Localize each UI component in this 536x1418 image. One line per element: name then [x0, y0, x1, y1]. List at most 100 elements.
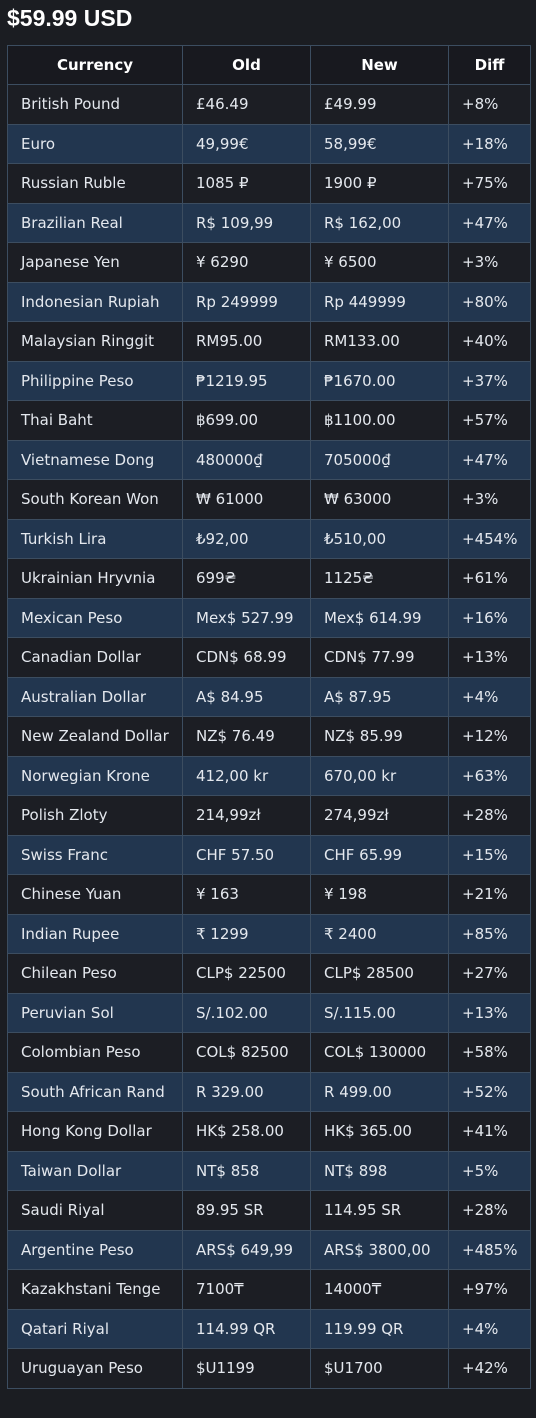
cell-old-price: ₹ 1299 — [182, 913, 311, 954]
table-row: Peruvian Sol S/.102.00 S/.115.00 +13% — [7, 992, 531, 1033]
column-header-currency: Currency — [7, 45, 183, 85]
table-row: South Korean Won ₩ 61000 ₩ 63000 +3% — [7, 479, 531, 520]
table-row: Turkish Lira ₺92,00 ₺510,00 +454% — [7, 518, 531, 559]
table-row: Ukrainian Hryvnia 699₴ 1125₴ +61% — [7, 558, 531, 599]
cell-diff: +37% — [448, 360, 531, 401]
cell-currency: Hong Kong Dollar — [7, 1111, 183, 1152]
cell-new-price: 14000₸ — [310, 1269, 449, 1310]
cell-new-price: ARS$ 3800,00 — [310, 1229, 449, 1270]
cell-old-price: Mex$ 527.99 — [182, 597, 311, 638]
cell-diff: +52% — [448, 1071, 531, 1112]
table-row: Brazilian Real R$ 109,99 R$ 162,00 +47% — [7, 202, 531, 243]
table-row: Chilean Peso CLP$ 22500 CLP$ 28500 +27% — [7, 953, 531, 994]
cell-new-price: ¥ 198 — [310, 874, 449, 915]
cell-old-price: 480000₫ — [182, 439, 311, 480]
cell-currency: Malaysian Ringgit — [7, 321, 183, 362]
cell-new-price: A$ 87.95 — [310, 676, 449, 717]
table-row: Swiss Franc CHF 57.50 CHF 65.99 +15% — [7, 834, 531, 875]
cell-currency: South Korean Won — [7, 479, 183, 520]
cell-new-price: 1125₴ — [310, 558, 449, 599]
cell-diff: +18% — [448, 123, 531, 164]
cell-old-price: 699₴ — [182, 558, 311, 599]
cell-new-price: R 499.00 — [310, 1071, 449, 1112]
table-row: Philippine Peso ₱1219.95 ₱1670.00 +37% — [7, 360, 531, 401]
cell-diff: +3% — [448, 479, 531, 520]
cell-currency: Saudi Riyal — [7, 1190, 183, 1231]
cell-currency: Turkish Lira — [7, 518, 183, 559]
cell-new-price: NT$ 898 — [310, 1150, 449, 1191]
table-row: New Zealand Dollar NZ$ 76.49 NZ$ 85.99 +12% — [7, 716, 531, 757]
cell-currency: Chilean Peso — [7, 953, 183, 994]
cell-old-price: ¥ 6290 — [182, 242, 311, 283]
cell-old-price: ฿699.00 — [182, 400, 311, 441]
cell-old-price: CHF 57.50 — [182, 834, 311, 875]
cell-currency: Australian Dollar — [7, 676, 183, 717]
cell-currency: Russian Ruble — [7, 163, 183, 204]
table-row: Chinese Yuan ¥ 163 ¥ 198 +21% — [7, 874, 531, 915]
cell-old-price: HK$ 258.00 — [182, 1111, 311, 1152]
table-row: Argentine Peso ARS$ 649,99 ARS$ 3800,00 +48… — [7, 1229, 531, 1270]
table-row: Kazakhstani Tenge 7100₸ 14000₸ +97% — [7, 1269, 531, 1310]
cell-old-price: S/.102.00 — [182, 992, 311, 1033]
cell-diff: +85% — [448, 913, 531, 954]
cell-new-price: HK$ 365.00 — [310, 1111, 449, 1152]
cell-diff: +28% — [448, 795, 531, 836]
cell-currency: Indian Rupee — [7, 913, 183, 954]
cell-old-price: 7100₸ — [182, 1269, 311, 1310]
column-header-diff: Diff — [448, 45, 531, 85]
cell-old-price: 1085 ₽ — [182, 163, 311, 204]
column-header-old: Old — [182, 45, 311, 85]
cell-new-price: NZ$ 85.99 — [310, 716, 449, 757]
table-row: Norwegian Krone 412,00 kr 670,00 kr +63% — [7, 755, 531, 796]
cell-diff: +13% — [448, 637, 531, 678]
cell-new-price: COL$ 130000 — [310, 1032, 449, 1073]
cell-currency: New Zealand Dollar — [7, 716, 183, 757]
cell-old-price: CDN$ 68.99 — [182, 637, 311, 678]
header-row: Currency Old New Diff — [7, 45, 531, 85]
cell-diff: +3% — [448, 242, 531, 283]
price-heading: $59.99 USD — [7, 5, 133, 31]
cell-currency: Thai Baht — [7, 400, 183, 441]
cell-new-price: ฿1100.00 — [310, 400, 449, 441]
cell-currency: South African Rand — [7, 1071, 183, 1112]
cell-currency: British Pound — [7, 84, 183, 125]
cell-diff: +28% — [448, 1190, 531, 1231]
cell-currency: Philippine Peso — [7, 360, 183, 401]
cell-currency: Qatari Riyal — [7, 1308, 183, 1349]
cell-old-price: 49,99€ — [182, 123, 311, 164]
cell-diff: +40% — [448, 321, 531, 362]
cell-diff: +454% — [448, 518, 531, 559]
cell-currency: Norwegian Krone — [7, 755, 183, 796]
cell-diff: +57% — [448, 400, 531, 441]
cell-new-price: £49.99 — [310, 84, 449, 125]
cell-diff: +27% — [448, 953, 531, 994]
table-row: Hong Kong Dollar HK$ 258.00 HK$ 365.00 +41% — [7, 1111, 531, 1152]
cell-new-price: CHF 65.99 — [310, 834, 449, 875]
cell-diff: +75% — [448, 163, 531, 204]
cell-old-price: ₺92,00 — [182, 518, 311, 559]
table-row: Colombian Peso COL$ 82500 COL$ 130000 +58% — [7, 1032, 531, 1073]
cell-diff: +12% — [448, 716, 531, 757]
cell-currency: Canadian Dollar — [7, 637, 183, 678]
cell-currency: Brazilian Real — [7, 202, 183, 243]
cell-old-price: 214,99zł — [182, 795, 311, 836]
table-row: British Pound £46.49 £49.99 +8% — [7, 84, 531, 125]
cell-currency: Swiss Franc — [7, 834, 183, 875]
cell-new-price: Rp 449999 — [310, 281, 449, 322]
cell-currency: Peruvian Sol — [7, 992, 183, 1033]
cell-diff: +58% — [448, 1032, 531, 1073]
cell-diff: +485% — [448, 1229, 531, 1270]
cell-new-price: ₱1670.00 — [310, 360, 449, 401]
cell-old-price: NZ$ 76.49 — [182, 716, 311, 757]
cell-new-price: ₹ 2400 — [310, 913, 449, 954]
cell-old-price: ₩ 61000 — [182, 479, 311, 520]
cell-currency: Uruguayan Peso — [7, 1348, 183, 1389]
table-row: Russian Ruble 1085 ₽1900 ₽ +75% — [7, 163, 531, 204]
cell-diff: +80% — [448, 281, 531, 322]
currency-price-table: Currency Old New Diff British Pound £46.4… — [7, 45, 531, 1389]
table-row: Indonesian Rupiah Rp 249999 Rp 449999 +80% — [7, 281, 531, 322]
cell-new-price: ¥ 6500 — [310, 242, 449, 283]
table-row: Vietnamese Dong 480000₫ 705000₫ +47% — [7, 439, 531, 480]
table-row: Uruguayan Peso $U1199 $U1700 +42% — [7, 1348, 531, 1389]
